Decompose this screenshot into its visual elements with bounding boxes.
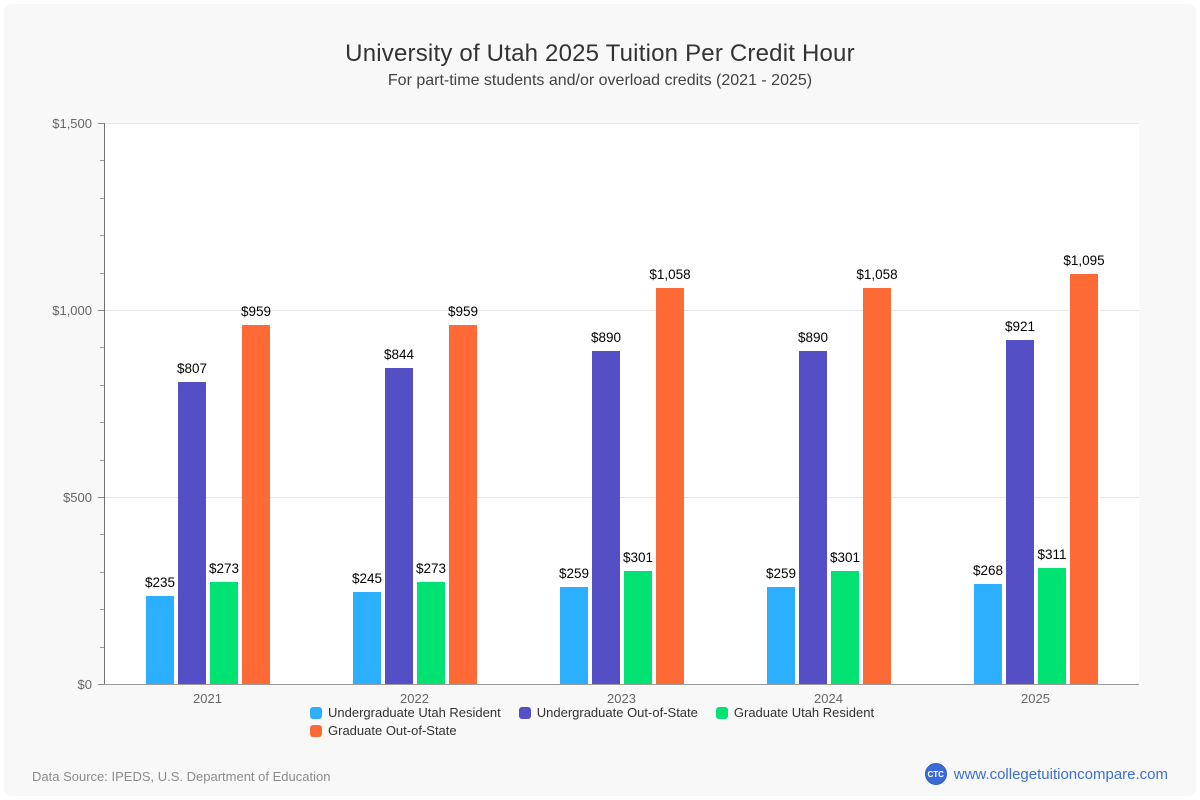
legend: Undergraduate Utah Resident Undergraduate… bbox=[4, 705, 1196, 738]
bar-2023-graduate-utah-resident[interactable] bbox=[624, 571, 652, 684]
bar-2025-undergraduate-utah-resident[interactable] bbox=[974, 584, 1002, 684]
bar-value-label: $959 bbox=[447, 304, 479, 319]
bar-2025-graduate-utah-resident[interactable] bbox=[1038, 568, 1066, 684]
bar-value-label: $890 bbox=[797, 330, 829, 345]
legend-label: Undergraduate Utah Resident bbox=[328, 705, 501, 720]
plot-background bbox=[104, 123, 1139, 684]
chart-title: University of Utah 2025 Tuition Per Cred… bbox=[345, 40, 855, 67]
bar-value-label: $959 bbox=[240, 304, 272, 319]
bar-value-label: $1,058 bbox=[856, 267, 898, 282]
y-axis-label: $1,500 bbox=[52, 116, 92, 131]
y-axis-minor-tick bbox=[100, 160, 104, 161]
bar-value-label: $259 bbox=[765, 566, 797, 581]
y-axis-major-tick bbox=[98, 684, 104, 685]
bar-value-label: $1,095 bbox=[1063, 253, 1105, 268]
y-axis-label: $0 bbox=[77, 677, 92, 692]
bar-2022-graduate-out-of-state[interactable] bbox=[449, 325, 477, 684]
bar-2023-graduate-out-of-state[interactable] bbox=[656, 288, 684, 684]
bar-2021-undergraduate-utah-resident[interactable] bbox=[146, 596, 174, 684]
legend-marker-icon bbox=[518, 706, 531, 719]
legend-item-undergraduate-utah-resident[interactable]: Undergraduate Utah Resident bbox=[310, 705, 501, 720]
bar-value-label: $268 bbox=[972, 563, 1004, 578]
y-axis-minor-tick bbox=[100, 572, 104, 573]
y-axis-minor-tick bbox=[100, 198, 104, 199]
y-axis-major-tick bbox=[98, 497, 104, 498]
bar-value-label: $921 bbox=[1004, 319, 1036, 334]
bar-value-label: $235 bbox=[144, 575, 176, 590]
bar-value-label: $273 bbox=[208, 561, 240, 576]
legend-item-graduate-utah-resident[interactable]: Graduate Utah Resident bbox=[715, 705, 875, 720]
chart-card: University of Utah 2025 Tuition Per Cred… bbox=[4, 4, 1196, 796]
bar-2022-undergraduate-utah-resident[interactable] bbox=[353, 592, 381, 684]
bar-2021-undergraduate-out-of-state[interactable] bbox=[178, 382, 206, 684]
y-axis-minor-tick bbox=[100, 422, 104, 423]
bar-2025-graduate-out-of-state[interactable] bbox=[1070, 274, 1098, 684]
x-axis-label-2024: 2024 bbox=[814, 691, 843, 706]
y-axis-minor-tick bbox=[100, 235, 104, 236]
y-gridline bbox=[104, 123, 1139, 124]
bar-value-label: $245 bbox=[351, 571, 383, 586]
y-axis-minor-tick bbox=[100, 347, 104, 348]
bar-2024-undergraduate-utah-resident[interactable] bbox=[767, 587, 795, 684]
legend-marker-icon bbox=[310, 706, 322, 719]
x-axis-label-2021: 2021 bbox=[193, 691, 222, 706]
bar-value-label: $890 bbox=[590, 330, 622, 345]
ctc-logo-icon: CTC bbox=[924, 763, 947, 785]
bar-value-label: $807 bbox=[176, 361, 208, 376]
bar-2024-graduate-utah-resident[interactable] bbox=[831, 571, 859, 684]
x-axis-label-2023: 2023 bbox=[607, 691, 636, 706]
bar-value-label: $273 bbox=[415, 561, 447, 576]
bar-2022-undergraduate-out-of-state[interactable] bbox=[385, 368, 413, 684]
y-gridline bbox=[104, 310, 1139, 311]
y-axis-minor-tick bbox=[100, 609, 104, 610]
x-axis-line bbox=[104, 684, 1139, 685]
bar-2025-undergraduate-out-of-state[interactable] bbox=[1006, 340, 1034, 684]
legend-marker-icon bbox=[310, 724, 322, 737]
bar-2022-graduate-utah-resident[interactable] bbox=[417, 582, 445, 684]
bar-2024-graduate-out-of-state[interactable] bbox=[863, 288, 891, 684]
bar-value-label: $301 bbox=[622, 550, 654, 565]
bar-value-label: $301 bbox=[829, 550, 861, 565]
bar-value-label: $259 bbox=[558, 566, 590, 581]
bar-2024-undergraduate-out-of-state[interactable] bbox=[799, 351, 827, 684]
bar-2021-graduate-utah-resident[interactable] bbox=[210, 582, 238, 684]
bar-value-label: $1,058 bbox=[649, 267, 691, 282]
website-link-text: www.collegetuitioncompare.com bbox=[953, 765, 1168, 783]
y-axis-label: $500 bbox=[63, 490, 92, 505]
x-axis-label-2025: 2025 bbox=[1021, 691, 1050, 706]
chart-subtitle: For part-time students and/or overload c… bbox=[387, 72, 813, 89]
legend-item-graduate-out-of-state[interactable]: Graduate Out-of-State bbox=[310, 723, 457, 738]
y-axis-line bbox=[104, 123, 105, 684]
bar-2023-undergraduate-utah-resident[interactable] bbox=[560, 587, 588, 684]
y-axis-label: $1,000 bbox=[52, 303, 92, 318]
bar-value-label: $311 bbox=[1037, 547, 1067, 562]
legend-marker-icon bbox=[715, 706, 728, 719]
y-axis-major-tick bbox=[98, 310, 104, 311]
y-axis-minor-tick bbox=[100, 647, 104, 648]
legend-label: Undergraduate Out-of-State bbox=[536, 705, 698, 720]
legend-label: Graduate Utah Resident bbox=[733, 705, 875, 720]
y-axis-minor-tick bbox=[100, 273, 104, 274]
legend-label: Graduate Out-of-State bbox=[328, 723, 457, 738]
y-axis-minor-tick bbox=[100, 385, 104, 386]
x-axis-label-2022: 2022 bbox=[400, 691, 429, 706]
brand-link[interactable]: CTC www.collegetuitioncompare.com bbox=[924, 763, 1168, 785]
bar-2023-undergraduate-out-of-state[interactable] bbox=[592, 351, 620, 684]
bar-2021-graduate-out-of-state[interactable] bbox=[242, 325, 270, 684]
y-gridline bbox=[104, 497, 1139, 498]
bar-value-label: $844 bbox=[383, 347, 415, 362]
y-axis-major-tick bbox=[98, 123, 104, 124]
y-axis-minor-tick bbox=[100, 534, 104, 535]
y-axis-minor-tick bbox=[100, 460, 104, 461]
legend-item-undergraduate-out-of-state[interactable]: Undergraduate Out-of-State bbox=[518, 705, 698, 720]
data-source-text: Data Source: IPEDS, U.S. Department of E… bbox=[32, 769, 331, 784]
